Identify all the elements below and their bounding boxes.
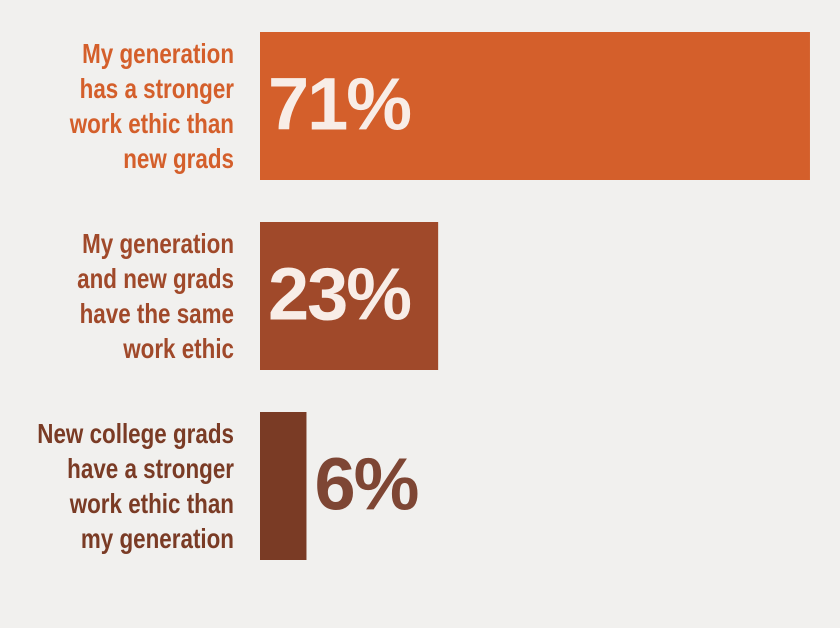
category-label: My generation has a stronger work ethic … [69, 38, 234, 174]
bar [260, 412, 307, 560]
category-label: My generation and new grads have the sam… [77, 228, 234, 364]
value-label: 23% [268, 253, 410, 336]
category-label: New college grads have a stronger work e… [37, 418, 234, 554]
bar [260, 32, 810, 180]
value-label: 71% [268, 63, 410, 146]
bar [260, 222, 439, 370]
value-label: 6% [314, 443, 417, 526]
